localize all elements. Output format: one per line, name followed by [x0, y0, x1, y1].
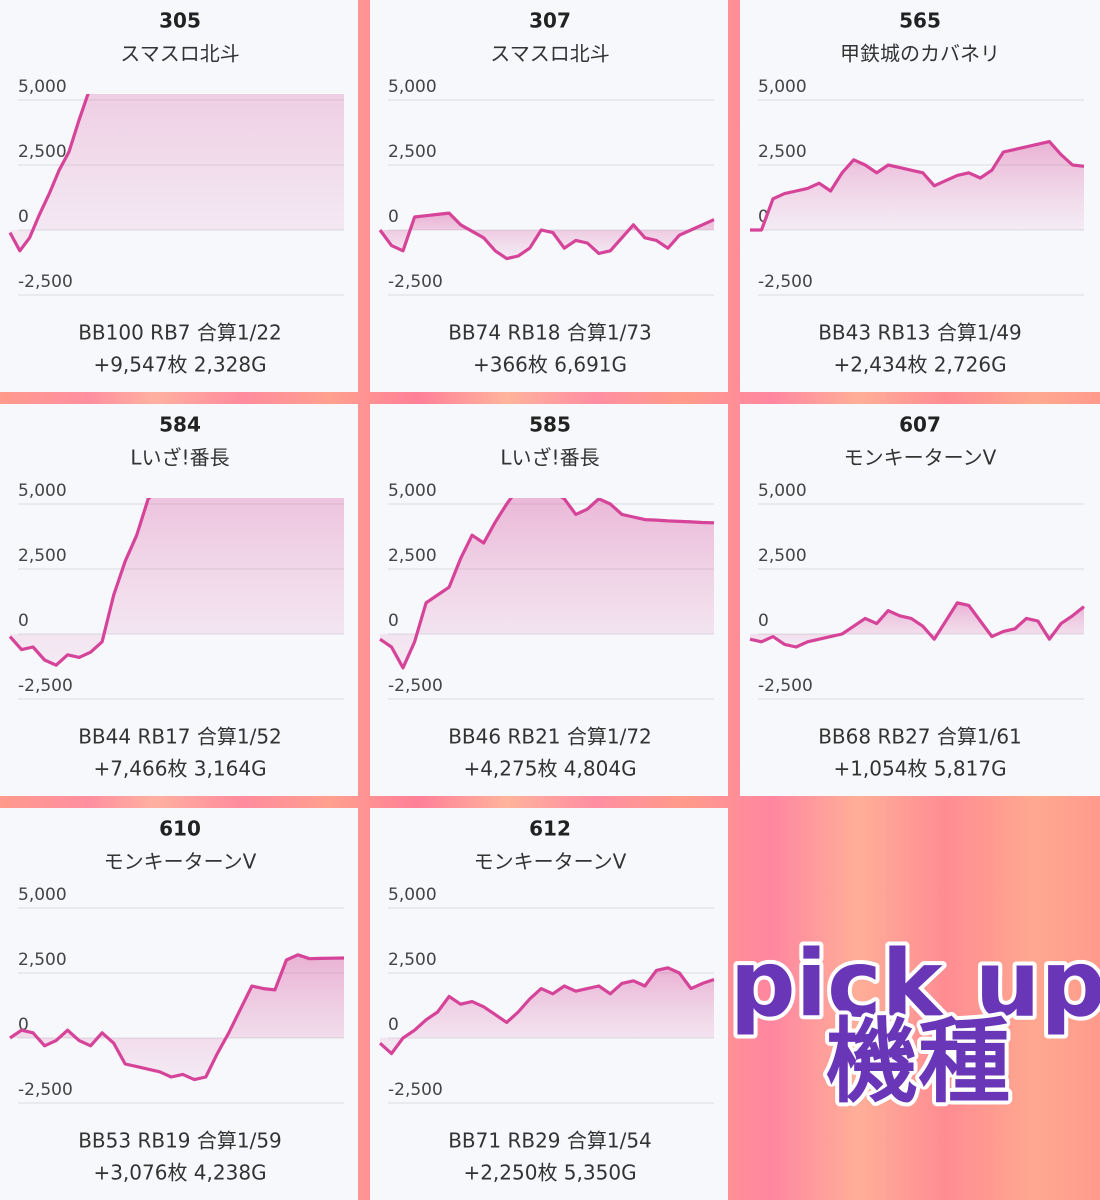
chart-subtitle: モンキーターンV: [104, 850, 257, 874]
y-tick-label: 2,500: [758, 142, 807, 162]
y-tick-label: 0: [18, 611, 29, 631]
stats-line: +4,275枚 4,804G: [463, 757, 636, 781]
area-fill: [10, 94, 344, 251]
y-tick-label: 5,000: [18, 77, 67, 97]
line: [750, 140, 1085, 232]
chart-subtitle: モンキーターンV: [844, 446, 997, 470]
line: [8, 94, 90, 253]
panel: 565 甲鉄城のカバネリ -2,500 0 2,500 5,000 BB43 RB13 合算…: [740, 0, 1100, 392]
stats-line: BB44 RB17 合算1/52: [78, 725, 282, 749]
panel: 612 モンキーターンV -2,500 0 2,500 5,000 BB71 RB29 合算…: [370, 808, 728, 1200]
banner-line: 機種: [826, 1008, 1010, 1115]
y-tick-label: 2,500: [388, 950, 437, 970]
y-tick-label: 0: [758, 207, 769, 227]
chart-title: 585: [529, 413, 571, 437]
y-tick-label: 5,000: [758, 481, 807, 501]
chart-subtitle: スマスロ北斗: [120, 42, 239, 66]
panel-bg: [370, 0, 728, 392]
stats-line: BB71 RB29 合算1/54: [448, 1129, 652, 1153]
chart-title: 305: [159, 9, 201, 33]
chart-subtitle: Lいざ!番長: [500, 446, 599, 470]
chart-subtitle: 甲鉄城のカバネリ: [840, 42, 1000, 66]
stats-line: BB46 RB21 合算1/72: [448, 725, 652, 749]
line: [9, 953, 345, 1082]
y-tick-label: 5,000: [758, 77, 807, 97]
chart-subtitle: モンキーターンV: [474, 850, 627, 874]
stats-line: BB43 RB13 合算1/49: [818, 321, 1022, 345]
stats-line: +2,434枚 2,726G: [833, 353, 1006, 377]
banner: pick up 機種: [726, 926, 1100, 1119]
stats-line: BB53 RB19 合算1/59: [78, 1129, 282, 1153]
chart-title: 307: [529, 9, 571, 33]
y-tick-label: 2,500: [18, 142, 67, 162]
line: [379, 498, 715, 670]
banner-line: pick up: [730, 930, 1100, 1037]
area-fill: [380, 967, 714, 1054]
stats-line: BB100 RB7 合算1/22: [78, 321, 282, 345]
chart-title: 612: [529, 817, 571, 841]
chart-title: 584: [159, 413, 201, 437]
y-tick-label: -2,500: [388, 1080, 443, 1100]
area-fill: [750, 141, 1084, 230]
y-tick-label: 5,000: [18, 885, 67, 905]
chart-title: 565: [899, 9, 941, 33]
chart-subtitle: スマスロ北斗: [490, 42, 609, 66]
y-tick-label: 0: [388, 1015, 399, 1035]
line: [749, 601, 1085, 649]
panel-bg: [740, 404, 1100, 796]
area-fill: [380, 498, 714, 668]
stats-line: BB68 RB27 合算1/61: [818, 725, 1022, 749]
y-tick-label: 0: [18, 207, 29, 227]
y-tick-label: 5,000: [388, 77, 437, 97]
chart-title: 607: [899, 413, 941, 437]
stats-line: +366枚 6,691G: [473, 353, 627, 377]
stats-line: +3,076枚 4,238G: [93, 1161, 266, 1185]
area-fill: [380, 213, 714, 259]
y-tick-label: 0: [388, 207, 399, 227]
stats-line: BB74 RB18 合算1/73: [448, 321, 652, 345]
y-tick-label: -2,500: [388, 272, 443, 292]
y-tick-label: 2,500: [758, 546, 807, 566]
y-tick-label: 2,500: [388, 546, 437, 566]
panel: 305 スマスロ北斗 -2,500 0 2,500 5,000 BB100 RB7 合算1/…: [0, 0, 358, 392]
chart-title: 610: [159, 817, 201, 841]
area-fill: [10, 498, 344, 666]
y-tick-label: 2,500: [18, 950, 67, 970]
line: [8, 498, 152, 667]
panel: 607 モンキーターンV -2,500 0 2,500 5,000 BB68 RB27 合算…: [740, 404, 1100, 796]
y-tick-label: -2,500: [758, 676, 813, 696]
panel: 610 モンキーターンV -2,500 0 2,500 5,000 BB53 RB19 合算…: [0, 808, 358, 1200]
stats-line: +1,054枚 5,817G: [833, 757, 1006, 781]
line: [378, 966, 715, 1056]
panel: 584 Lいざ!番長 -2,500 0 2,500 5,000 BB44 RB17 合算1/…: [0, 404, 358, 796]
y-tick-label: 5,000: [388, 481, 437, 501]
y-tick-label: -2,500: [18, 676, 73, 696]
y-tick-label: 0: [758, 611, 769, 631]
y-tick-label: -2,500: [758, 272, 813, 292]
line: [378, 211, 715, 261]
stats-line: +2,250枚 5,350G: [463, 1161, 636, 1185]
y-tick-label: -2,500: [18, 272, 73, 292]
y-tick-label: 0: [18, 1015, 29, 1035]
y-tick-label: 5,000: [388, 885, 437, 905]
panel: 307 スマスロ北斗 -2,500 0 2,500 5,000 BB74 RB18 合算1/…: [370, 0, 728, 392]
y-tick-label: 0: [388, 611, 399, 631]
y-tick-label: 2,500: [18, 546, 67, 566]
y-tick-label: 2,500: [388, 142, 437, 162]
y-tick-label: -2,500: [388, 676, 443, 696]
stats-line: +7,466枚 3,164G: [93, 757, 266, 781]
stats-line: +9,547枚 2,328G: [93, 353, 266, 377]
area-fill: [750, 602, 1084, 647]
panel: 585 Lいざ!番長 -2,500 0 2,500 5,000 BB46 RB21 合算1/…: [370, 404, 728, 796]
area-fill: [10, 954, 344, 1080]
y-tick-label: -2,500: [18, 1080, 73, 1100]
chart-subtitle: Lいざ!番長: [130, 446, 229, 470]
y-tick-label: 5,000: [18, 481, 67, 501]
